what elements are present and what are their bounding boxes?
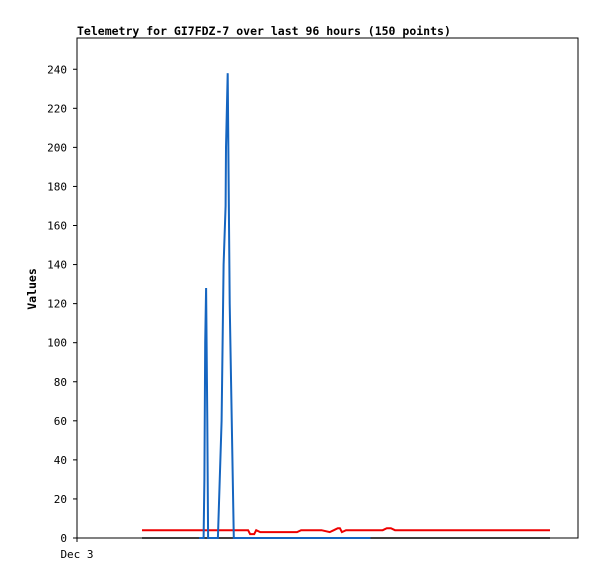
y-tick-label: 20 — [54, 493, 67, 506]
y-tick-label: 100 — [47, 337, 67, 350]
y-tick-label: 80 — [54, 376, 67, 389]
y-tick-label: 200 — [47, 141, 67, 154]
y-tick-label: 240 — [47, 63, 67, 76]
y-axis: 0 20 40 60 80 100 120 140 160 180 200 220 240 — [47, 63, 77, 545]
y-tick-label: 220 — [47, 102, 67, 115]
chart-title: Telemetry for GI7FDZ-7 over last 96 hour… — [77, 24, 451, 38]
y-tick-label: 140 — [47, 259, 67, 272]
y-tick-label: 40 — [54, 454, 67, 467]
series-layer — [142, 73, 550, 539]
y-tick-label: 180 — [47, 180, 67, 193]
blue-series-line — [199, 73, 371, 539]
y-axis-label: Values — [25, 268, 39, 310]
x-tick-label: Dec 3 — [60, 548, 93, 561]
red-series-line — [142, 527, 550, 536]
y-tick-label: 0 — [60, 532, 67, 545]
y-tick-label: 160 — [47, 220, 67, 233]
plot-frame — [76, 37, 579, 539]
y-tick-label: 120 — [47, 298, 67, 311]
y-tick-label: 60 — [54, 415, 67, 428]
x-axis: Dec 3 — [60, 538, 94, 561]
